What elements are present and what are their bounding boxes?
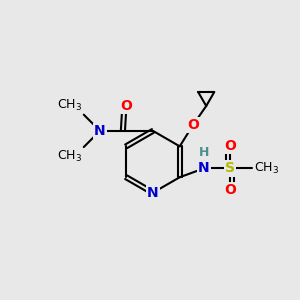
Text: O: O xyxy=(187,118,199,132)
Text: N: N xyxy=(147,186,159,200)
Text: O: O xyxy=(121,99,132,113)
Text: CH$_3$: CH$_3$ xyxy=(57,148,82,164)
Text: H: H xyxy=(199,146,209,159)
Text: N: N xyxy=(198,161,210,176)
Text: CH$_3$: CH$_3$ xyxy=(57,98,82,113)
Text: S: S xyxy=(225,161,235,176)
Text: CH$_3$: CH$_3$ xyxy=(254,161,279,176)
Text: O: O xyxy=(224,139,236,153)
Text: N: N xyxy=(94,124,106,138)
Text: O: O xyxy=(224,184,236,197)
